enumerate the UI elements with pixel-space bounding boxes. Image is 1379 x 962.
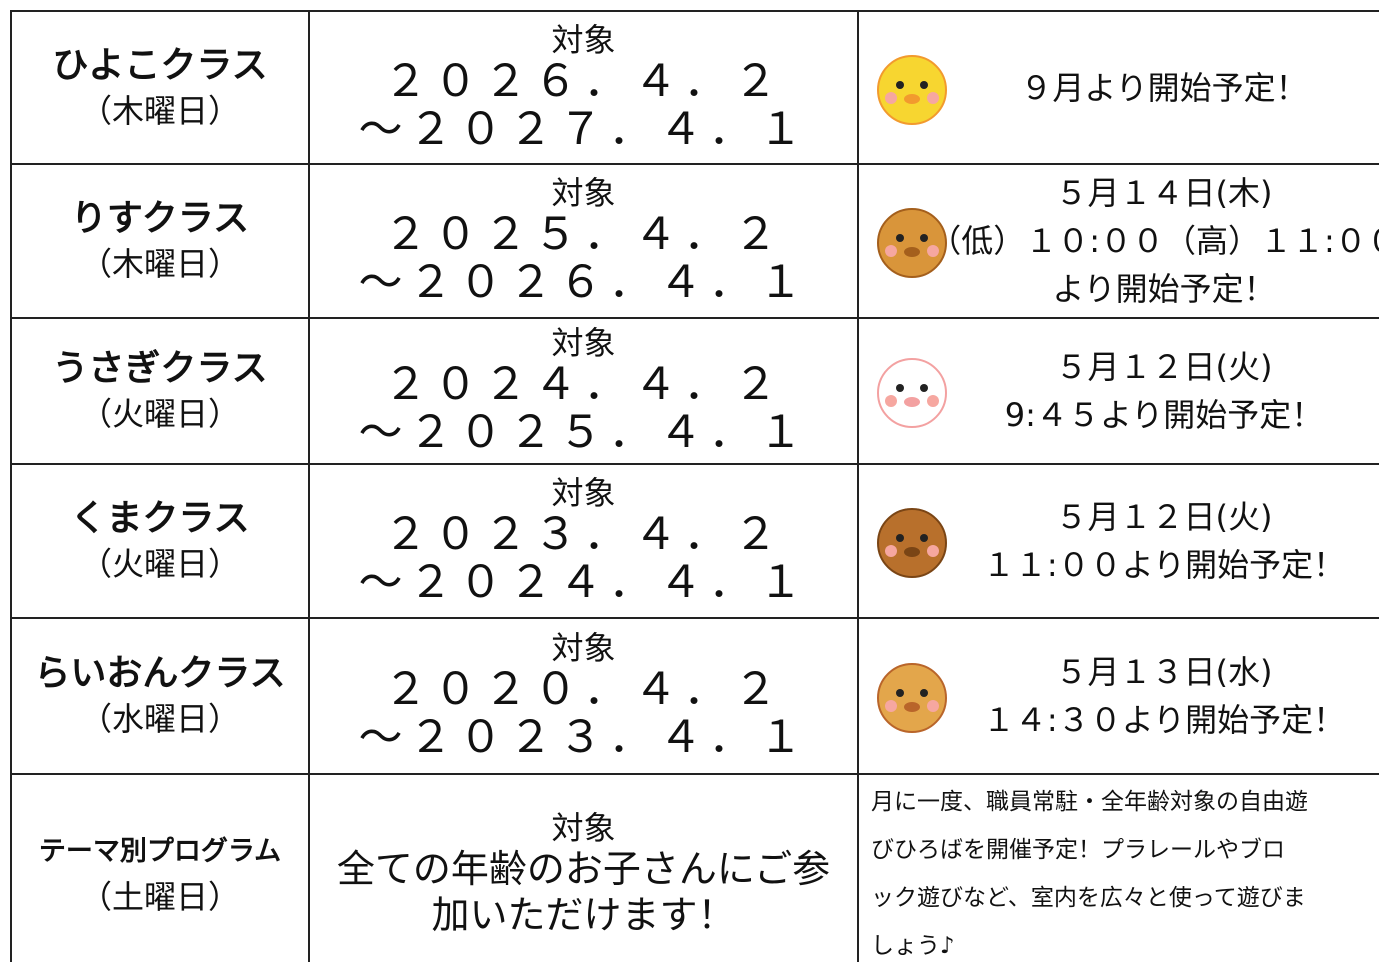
target-label: 対象 <box>551 809 616 847</box>
schedule-cell: 月に一度、職員常駐・全年齢対象の自由遊 びひろばを開催予定！プラレールやブロ ック遊… <box>857 775 1379 962</box>
target-range: ２０２０．４．２ <box>383 664 784 715</box>
class-name: テーマ別プログラム <box>38 836 282 867</box>
target-label: 対象 <box>551 174 616 212</box>
table-row: くまクラス （火曜日） 対象 ２０２３．４．２ ～２０２４．４．１ ５月１２日(火) １１:… <box>10 463 1379 617</box>
target-range: ２０２６．４．２ <box>383 55 784 107</box>
schedule-line: ック遊びなど、室内を広々と使って遊びま <box>871 885 1306 911</box>
schedule-line: ５月１３日(水) <box>1055 653 1273 691</box>
class-name: くまクラス <box>70 498 250 539</box>
schedule-line: １４:３０より開始予定！ <box>982 701 1346 739</box>
table-row: テーマ別プログラム （土曜日） 対象 全ての年齢のお子さんにご参 加いただけます！ 月に一… <box>10 773 1379 962</box>
target-cell: 対象 ２０２０．４．２ ～２０２３．４．１ <box>308 619 857 773</box>
target-label: 対象 <box>551 20 616 59</box>
target-range: ～２０２４．４．１ <box>358 557 809 608</box>
target-cell: 対象 ２０２３．４．２ ～２０２４．４．１ <box>308 465 857 617</box>
target-label: 対象 <box>551 324 616 362</box>
schedule-cell: ９月より開始予定！ <box>857 12 1379 163</box>
schedule-line: １１:００より開始予定！ <box>982 546 1346 584</box>
class-name: らいおんクラス <box>34 653 286 694</box>
schedule-cell: ５月１３日(水) １４:３０より開始予定！ <box>857 619 1379 773</box>
schedule-cell: ５月１４日(木) （低）１０:００（高）１１:００ より開始予定！ <box>857 165 1379 317</box>
class-name: ひよこクラス <box>52 44 268 86</box>
target-range: ～２０２６．４．１ <box>358 257 809 308</box>
target-label: 対象 <box>551 474 616 512</box>
class-name: りすクラス <box>70 198 250 239</box>
schedule-line: 9:４５より開始予定！ <box>1004 396 1324 434</box>
schedule-line: ５月１２日(火) <box>1055 348 1273 386</box>
target-range: ２０２４．４．２ <box>383 359 784 410</box>
target-cell: 対象 ２０２６．４．２ ～２０２７．４．１ <box>308 12 857 163</box>
class-day: （土曜日） <box>79 878 240 916</box>
class-day: （水曜日） <box>79 700 240 738</box>
target-cell: 対象 全ての年齢のお子さんにご参 加いただけます！ <box>308 775 857 962</box>
schedule-line: ５月１２日(火) <box>1055 498 1273 536</box>
target-range: ～２０２７．４．１ <box>358 103 809 155</box>
schedule-cell: ５月１２日(火) 9:４５より開始予定！ <box>857 319 1379 463</box>
class-name: うさぎクラス <box>52 348 268 389</box>
schedule-line: ５月１４日(木) <box>1055 174 1273 212</box>
class-cell: りすクラス （木曜日） <box>10 165 308 317</box>
class-cell: ひよこクラス （木曜日） <box>10 12 308 163</box>
table-row: うさぎクラス （火曜日） 対象 ２０２４．４．２ ～２０２５．４．１ ５月１２日(火) 9:… <box>10 317 1379 463</box>
animal-icon <box>877 54 947 125</box>
schedule-line: びひろばを開催予定！プラレールやブロ <box>871 837 1285 863</box>
schedule-line: ９月より開始予定！ <box>1020 68 1308 107</box>
schedule-line: 月に一度、職員常駐・全年齢対象の自由遊 <box>871 789 1308 815</box>
class-day: （火曜日） <box>79 545 240 583</box>
target-label: 対象 <box>551 629 616 667</box>
animal-icon <box>877 358 947 428</box>
target-range: ２０２３．４．２ <box>383 509 784 560</box>
class-cell: らいおんクラス （水曜日） <box>10 619 308 773</box>
table-row: りすクラス （木曜日） 対象 ２０２５．４．２ ～２０２６．４．１ ５月１４日(木) （低）… <box>10 163 1379 317</box>
table-row: らいおんクラス （水曜日） 対象 ２０２０．４．２ ～２０２３．４．１ ５月１３日(水) １… <box>10 617 1379 773</box>
class-day: （木曜日） <box>79 91 240 130</box>
schedule-line: より開始予定！ <box>1052 270 1276 308</box>
class-cell: うさぎクラス （火曜日） <box>10 319 308 463</box>
class-cell: テーマ別プログラム （土曜日） <box>10 775 308 962</box>
schedule-line: しょう♪ <box>871 933 955 959</box>
animal-icon <box>877 508 947 578</box>
target-range: ～２０２５．４．１ <box>358 407 809 458</box>
target-cell: 対象 ２０２５．４．２ ～２０２６．４．１ <box>308 165 857 317</box>
class-day: （木曜日） <box>79 245 240 283</box>
target-range: ～２０２３．４．１ <box>358 712 809 763</box>
target-cell: 対象 ２０２４．４．２ ～２０２５．４．１ <box>308 319 857 463</box>
schedule-line: （低）１０:００（高）１１:００ <box>929 222 1379 260</box>
table-row: ひよこクラス （木曜日） 対象 ２０２６．４．２ ～２０２７．４．１ ９月より開始予定！ <box>10 10 1379 163</box>
target-range: ２０２５．４．２ <box>383 209 784 260</box>
target-range: 全ての年齢のお子さんにご参 <box>336 847 831 891</box>
class-day: （火曜日） <box>79 395 240 433</box>
target-range: 加いただけます！ <box>431 893 736 937</box>
animal-icon <box>877 208 947 278</box>
schedule-cell: ５月１２日(火) １１:００より開始予定！ <box>857 465 1379 617</box>
animal-icon <box>877 663 947 733</box>
class-cell: くまクラス （火曜日） <box>10 465 308 617</box>
